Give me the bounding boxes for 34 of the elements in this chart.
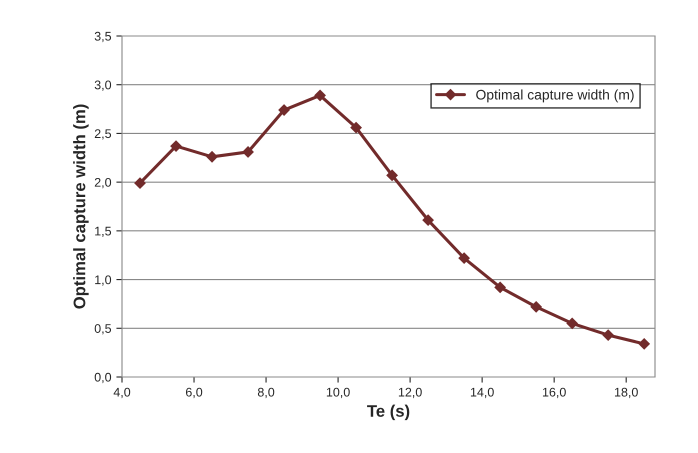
y-tick-label: 1,5 — [95, 226, 112, 237]
point — [530, 301, 542, 312]
point — [170, 140, 182, 152]
y-axis-title: Optimal capture width (m) — [73, 104, 89, 309]
y-tick-label: 2,5 — [94, 129, 112, 140]
point — [638, 338, 650, 350]
point — [134, 178, 146, 189]
x-tick-label: 4,0 — [114, 388, 130, 398]
y-tick-label: 0,5 — [94, 324, 112, 334]
x-axis-title: Te (s) — [367, 404, 410, 420]
x-tick-label: 10,0 — [326, 388, 350, 398]
point — [350, 122, 362, 134]
point — [206, 151, 218, 162]
x-tick-label: 8,0 — [258, 388, 274, 398]
y-tick-label: 3,5 — [94, 32, 112, 42]
x-tick-label: 18,0 — [614, 388, 638, 398]
point — [422, 214, 434, 226]
point — [494, 282, 506, 293]
legend-label: Optimal capture width (m) — [476, 89, 634, 102]
point — [566, 318, 578, 330]
x-tick-label: 6,0 — [186, 388, 202, 398]
x-tick-label: 14,0 — [470, 388, 494, 398]
point — [314, 90, 326, 102]
point — [386, 170, 398, 181]
point — [602, 330, 614, 341]
point — [458, 252, 470, 264]
point — [242, 146, 254, 158]
y-tick-label: 0,0 — [94, 372, 112, 384]
y-tick-label: 1,0 — [95, 275, 112, 286]
x-tick-label: 16,0 — [542, 388, 566, 398]
y-tick-label: 3,0 — [94, 80, 112, 91]
x-tick-label: 12,0 — [398, 388, 422, 398]
y-tick-label: 2,0 — [94, 178, 112, 188]
point — [278, 104, 290, 116]
